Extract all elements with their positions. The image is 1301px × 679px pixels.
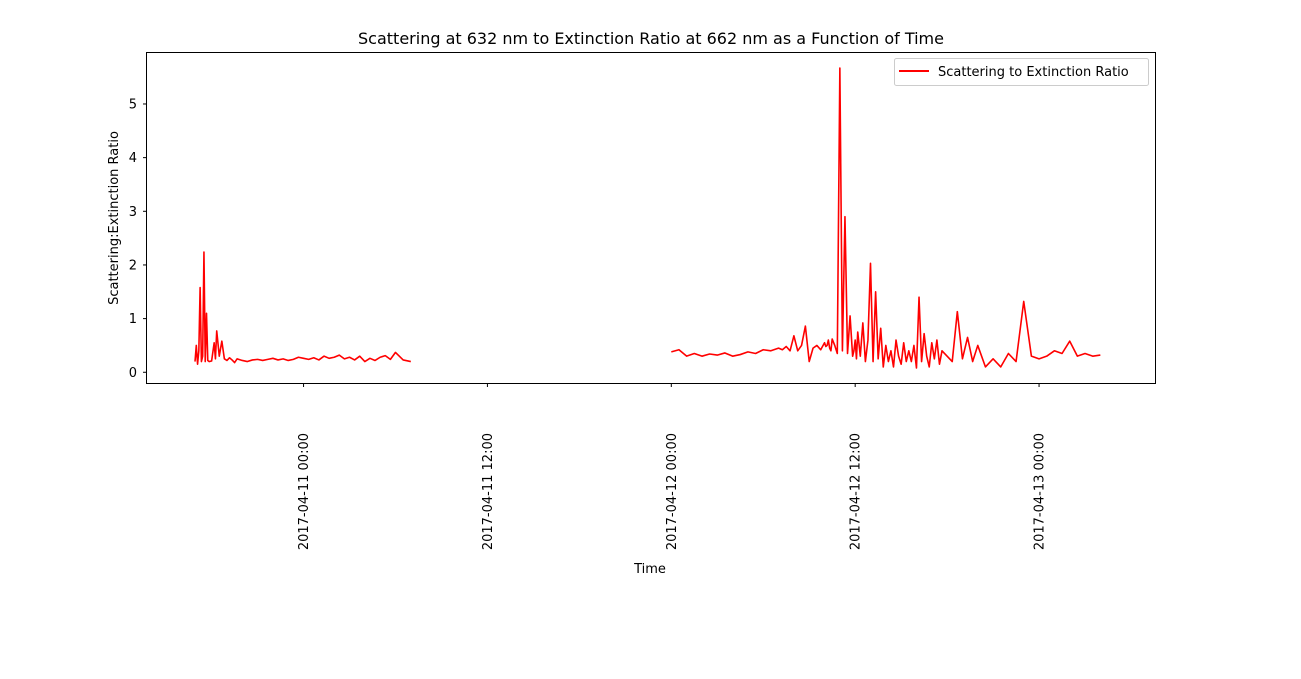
y-tick-label: 5	[129, 97, 137, 112]
x-axis-ticks: 2017-04-11 00:00 2017-04-11 12:00 2017-04-…	[297, 383, 1048, 550]
y-tick-label: 3	[129, 205, 137, 220]
y-tick-label: 2	[129, 258, 137, 273]
y-axis-ticks: 0 1 2 3 4 5	[129, 97, 147, 381]
legend-entry-label: Scattering to Extinction Ratio	[938, 65, 1129, 80]
x-tick-label: 2017-04-12 12:00	[849, 433, 864, 550]
series-layer	[194, 67, 1101, 369]
y-tick-label: 4	[129, 151, 137, 166]
legend-box	[894, 58, 1149, 86]
x-tick-label: 2017-04-11 00:00	[297, 433, 312, 550]
plot-area-frame	[146, 52, 1156, 384]
chart-title: Scattering at 632 nm to Extinction Ratio…	[358, 29, 944, 48]
legend: Scattering to Extinction Ratio	[894, 58, 1149, 86]
y-tick-label: 0	[129, 366, 137, 381]
x-tick-label: 2017-04-12 00:00	[665, 433, 680, 550]
series-line-segment	[671, 67, 1101, 369]
y-axis-label: Scattering:Extinction Ratio	[107, 131, 122, 305]
x-tick-label: 2017-04-13 00:00	[1033, 433, 1048, 550]
x-axis-label: Time	[633, 562, 666, 577]
series-line-segment	[194, 251, 411, 366]
x-tick-label: 2017-04-11 12:00	[481, 433, 496, 550]
y-tick-label: 1	[129, 312, 137, 327]
